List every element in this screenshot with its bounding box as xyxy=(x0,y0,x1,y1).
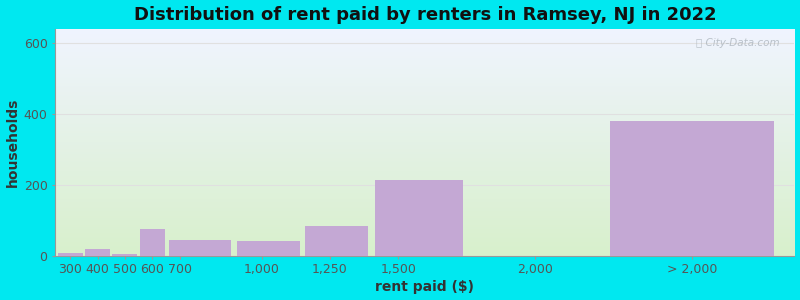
Bar xyxy=(85,249,110,256)
Bar xyxy=(237,242,300,256)
Bar xyxy=(610,121,774,256)
Bar xyxy=(169,240,231,256)
Text: ⓘ City-Data.com: ⓘ City-Data.com xyxy=(696,38,780,48)
Bar xyxy=(140,229,165,256)
Bar xyxy=(306,226,368,256)
Bar xyxy=(58,253,83,256)
Y-axis label: households: households xyxy=(6,98,19,187)
Bar xyxy=(112,254,138,256)
Title: Distribution of rent paid by renters in Ramsey, NJ in 2022: Distribution of rent paid by renters in … xyxy=(134,6,716,24)
Bar xyxy=(374,180,462,256)
X-axis label: rent paid ($): rent paid ($) xyxy=(375,280,474,294)
